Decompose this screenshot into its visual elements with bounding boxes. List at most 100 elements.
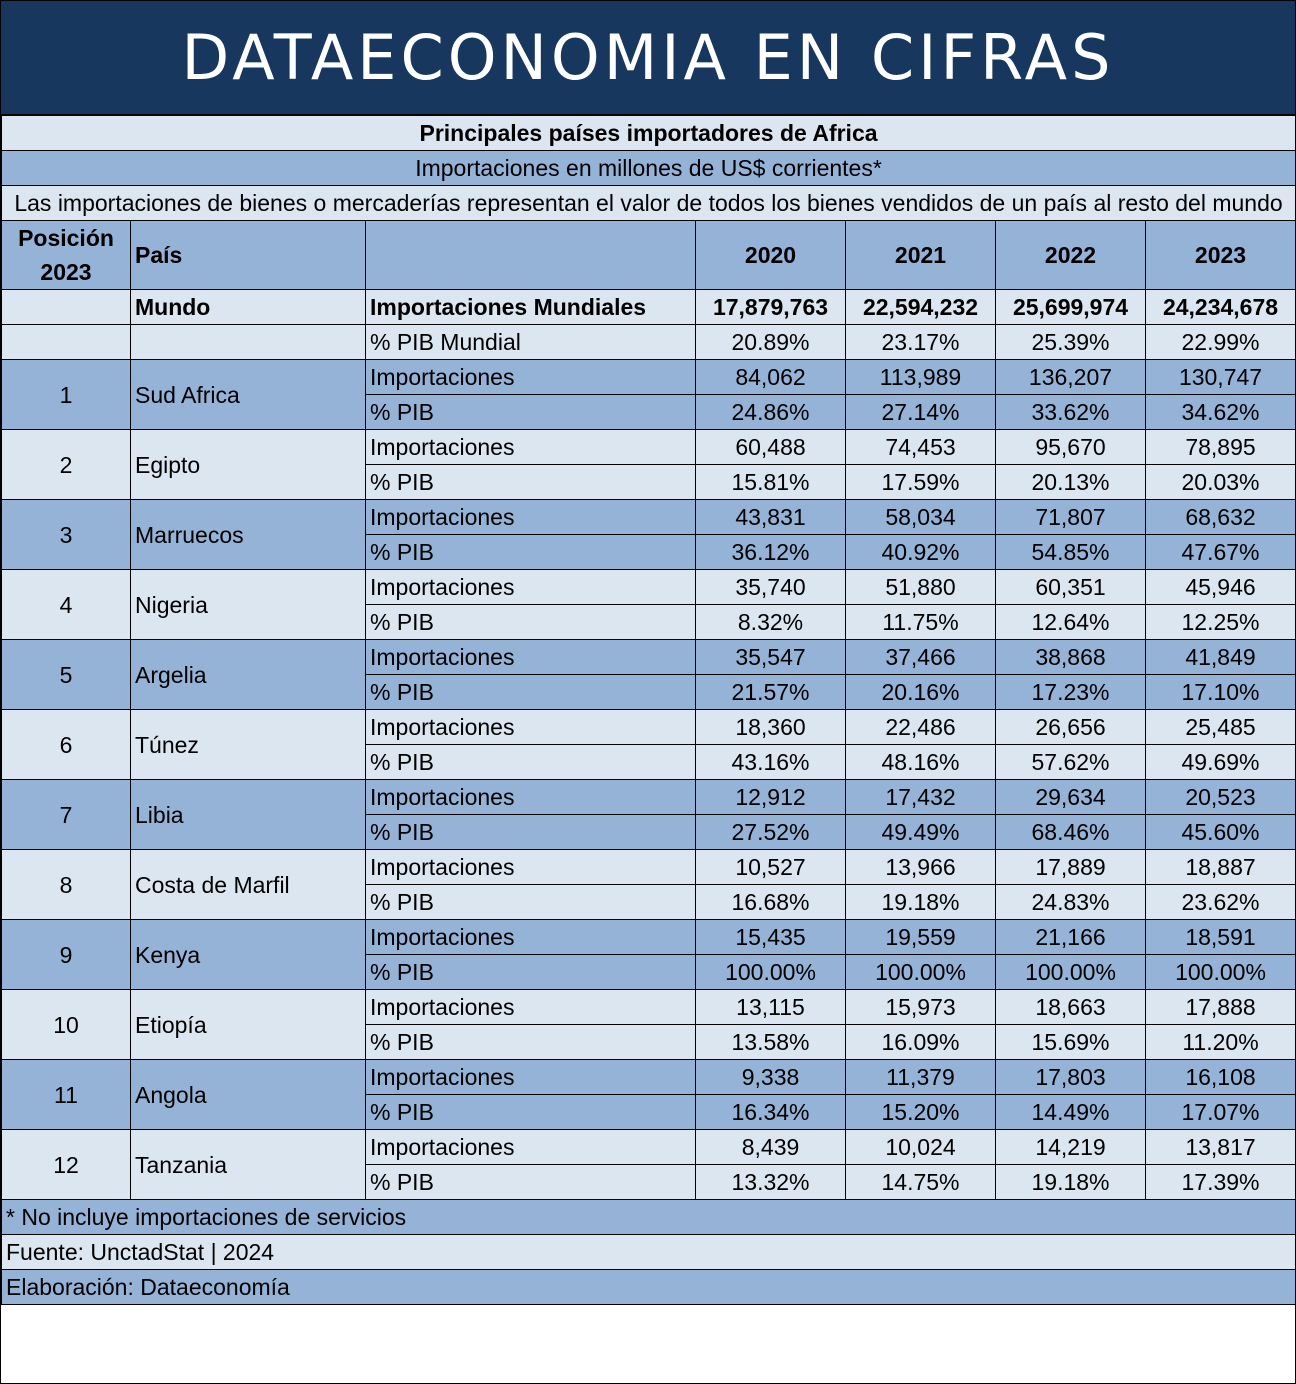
imports-label: Importaciones [365, 359, 696, 395]
imports-value: 95,670 [995, 429, 1146, 465]
imports-value: 10,024 [845, 1129, 996, 1165]
imports-value: 17,888 [1144, 989, 1296, 1025]
gdp-value: 24.83% [995, 884, 1146, 920]
gdp-value: 68.46% [995, 814, 1146, 850]
imports-value: 45,946 [1144, 569, 1296, 605]
imports-value: 20,523 [1144, 779, 1296, 815]
country-position: 11 [1, 1059, 131, 1130]
gdp-value: 100.00% [1144, 954, 1296, 990]
imports-value: 14,219 [995, 1129, 1146, 1165]
country-gdp-row: % PIB 13.32% 14.75% 19.18% 17.39% [2, 1164, 1296, 1200]
imports-label: Importaciones [365, 779, 696, 815]
imports-label: Importaciones [365, 569, 696, 605]
imports-value: 13,115 [695, 989, 846, 1025]
world-gdp-value: 23.17% [845, 324, 996, 360]
gdp-value: 49.49% [845, 814, 996, 850]
imports-value: 113,989 [845, 359, 996, 395]
country-imports-row: 5 Argelia Importaciones 35,547 37,466 38,868 4… [1, 639, 1296, 710]
imports-value: 29,634 [995, 779, 1146, 815]
country-name: Marruecos [130, 499, 366, 570]
country-name: Nigeria [130, 569, 366, 640]
footer-note: * No incluye importaciones de servicios [0, 1199, 1296, 1235]
country-position: 8 [1, 849, 131, 920]
gdp-value: 15.81% [695, 464, 846, 500]
gdp-label: % PIB [365, 1024, 696, 1060]
gdp-label: % PIB [365, 744, 696, 780]
imports-label: Importaciones [365, 1059, 696, 1095]
country-name: Egipto [130, 429, 366, 500]
gdp-value: 11.75% [845, 604, 996, 640]
header-year: 2023 [1144, 220, 1296, 290]
country-imports-row: 6 Túnez Importaciones 18,360 22,486 26,656 25,… [1, 709, 1296, 780]
gdp-value: 100.00% [845, 954, 996, 990]
gdp-value: 100.00% [695, 954, 846, 990]
country-position: 1 [1, 359, 131, 430]
country-name: Sud Africa [130, 359, 366, 430]
country-name: Túnez [130, 709, 366, 780]
imports-label: Importaciones [365, 849, 696, 885]
country-position: 5 [1, 639, 131, 710]
country-gdp-row: % PIB 43.16% 48.16% 57.62% 49.69% [2, 744, 1296, 780]
gdp-value: 21.57% [695, 674, 846, 710]
gdp-label: % PIB [365, 814, 696, 850]
imports-table: Principales países importadores de Afric… [0, 115, 1296, 1305]
imports-value: 38,868 [995, 639, 1146, 675]
imports-value: 9,338 [695, 1059, 846, 1095]
country-position: 3 [1, 499, 131, 570]
gdp-value: 16.09% [845, 1024, 996, 1060]
gdp-value: 100.00% [995, 954, 1146, 990]
gdp-value: 17.23% [995, 674, 1146, 710]
world-gdp-value: 25.39% [995, 324, 1146, 360]
world-imports-value: 22,594,232 [845, 289, 996, 325]
gdp-value: 34.62% [1144, 394, 1296, 430]
world-name: Mundo [130, 289, 366, 325]
imports-value: 74,453 [845, 429, 996, 465]
country-position: 9 [1, 919, 131, 990]
gdp-value: 17.07% [1144, 1094, 1296, 1130]
country-name: Argelia [130, 639, 366, 710]
gdp-label: % PIB [365, 884, 696, 920]
imports-value: 17,889 [995, 849, 1146, 885]
gdp-value: 43.16% [695, 744, 846, 780]
gdp-value: 49.69% [1144, 744, 1296, 780]
gdp-value: 27.52% [695, 814, 846, 850]
gdp-label: % PIB [365, 954, 696, 990]
gdp-value: 11.20% [1144, 1024, 1296, 1060]
country-imports-row: 2 Egipto Importaciones 60,488 74,453 95,670 78… [1, 429, 1296, 500]
world-gdp-value: 20.89% [695, 324, 846, 360]
header-position: Posición 2023 [1, 220, 131, 290]
country-name: Costa de Marfil [130, 849, 366, 920]
imports-value: 43,831 [695, 499, 846, 535]
country-imports-row: 3 Marruecos Importaciones 43,831 58,034 71,80… [1, 499, 1296, 570]
country-imports-row: 8 Costa de Marfil Importaciones 10,527 13,96… [1, 849, 1296, 920]
country-imports-row: 4 Nigeria Importaciones 35,740 51,880 60,351 4… [1, 569, 1296, 640]
gdp-value: 15.20% [845, 1094, 996, 1130]
world-gdp-value: 22.99% [1144, 324, 1296, 360]
gdp-value: 47.67% [1144, 534, 1296, 570]
country-position: 10 [1, 989, 131, 1060]
imports-value: 8,439 [695, 1129, 846, 1165]
gdp-value: 19.18% [845, 884, 996, 920]
imports-value: 13,817 [1144, 1129, 1296, 1165]
gdp-value: 23.62% [1144, 884, 1296, 920]
header-indicator [365, 220, 696, 290]
world-gdp-empty-cell [130, 324, 366, 360]
imports-value: 35,547 [695, 639, 846, 675]
gdp-label: % PIB [365, 1164, 696, 1200]
country-name: Libia [130, 779, 366, 850]
imports-value: 130,747 [1144, 359, 1296, 395]
gdp-value: 40.92% [845, 534, 996, 570]
world-imports-value: 17,879,763 [695, 289, 846, 325]
gdp-value: 14.49% [995, 1094, 1146, 1130]
header-year: 2022 [995, 220, 1146, 290]
imports-value: 51,880 [845, 569, 996, 605]
world-imports-value: 25,699,974 [995, 289, 1146, 325]
imports-value: 15,435 [695, 919, 846, 955]
world-imports-row: Mundo Importaciones Mundiales 17,879,763… [1, 289, 1296, 325]
header-year: 2020 [695, 220, 846, 290]
gdp-value: 20.03% [1144, 464, 1296, 500]
gdp-value: 16.68% [695, 884, 846, 920]
imports-value: 15,973 [845, 989, 996, 1025]
country-name: Etiopía [130, 989, 366, 1060]
imports-value: 18,663 [995, 989, 1146, 1025]
